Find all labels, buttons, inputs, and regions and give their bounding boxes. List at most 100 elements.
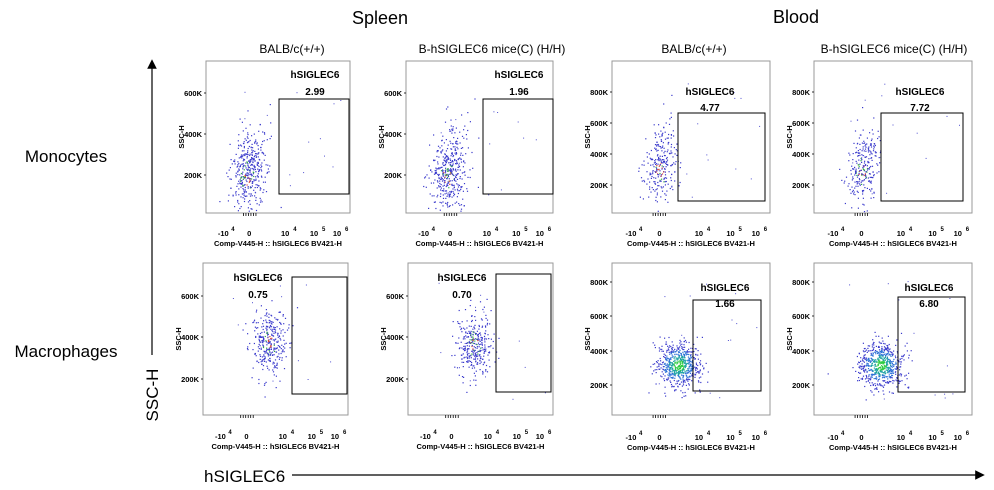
- scatter-point: [271, 334, 273, 336]
- scatter-point: [884, 357, 886, 359]
- scatter-point: [877, 164, 879, 166]
- scatter-point: [896, 367, 898, 370]
- scatter-point: [451, 196, 453, 198]
- scatter-point: [246, 177, 249, 179]
- scatter-point: [279, 356, 281, 359]
- scatter-point: [680, 390, 682, 392]
- scatter-point: [699, 360, 702, 362]
- scatter-point: [680, 366, 682, 368]
- scatter-point: [261, 162, 263, 164]
- scatter-point: [468, 332, 471, 334]
- scatter-point: [661, 167, 663, 169]
- scatter-point: [450, 125, 452, 127]
- scatter-point: [269, 326, 271, 328]
- scatter-point: [861, 157, 863, 159]
- scatter-point: [681, 347, 683, 349]
- scatter-point: [884, 373, 886, 375]
- scatter-point: [257, 162, 259, 164]
- scatter-point: [249, 139, 251, 142]
- scatter-point: [258, 339, 260, 342]
- scatter-point: [892, 360, 894, 362]
- scatter-point: [656, 369, 658, 371]
- scatter-point: [877, 364, 879, 366]
- scatter-point: [243, 150, 245, 152]
- scatter-point: [450, 169, 452, 171]
- scatter-point: [251, 149, 253, 151]
- scatter-point: [674, 354, 676, 356]
- scatter-point: [681, 370, 683, 372]
- scatter-point: [297, 360, 299, 362]
- scatter-point: [255, 179, 257, 181]
- scatter-point: [473, 346, 475, 348]
- scatter-point: [877, 368, 879, 370]
- scatter-point: [463, 161, 465, 163]
- scatter-point: [870, 384, 872, 387]
- scatter-point: [257, 176, 259, 178]
- scatter-point: [870, 374, 872, 376]
- scatter-point: [240, 180, 242, 182]
- scatter-point: [883, 368, 885, 370]
- x-tick-label: 10: [536, 229, 544, 238]
- scatter-point: [267, 325, 269, 328]
- scatter-point: [881, 371, 883, 373]
- scatter-point: [261, 176, 263, 178]
- scatter-point: [236, 185, 238, 187]
- scatter-point: [883, 380, 885, 382]
- scatter-point: [697, 123, 699, 125]
- y-tick-label: 400K: [184, 130, 203, 139]
- scatter-point: [473, 338, 475, 340]
- scatter-point: [259, 201, 262, 203]
- scatter-point: [873, 344, 875, 346]
- scatter-point: [456, 201, 458, 203]
- scatter-point: [890, 355, 892, 357]
- scatter-point: [267, 164, 269, 166]
- scatter-point: [685, 352, 687, 354]
- scatter-point: [706, 283, 708, 285]
- scatter-point: [884, 375, 886, 377]
- scatter-point: [474, 324, 476, 326]
- x-tick-label: 10: [310, 229, 318, 238]
- scatter-point: [650, 164, 652, 166]
- scatter-point: [271, 337, 273, 339]
- gate-rectangle: [880, 112, 964, 202]
- scatter-point: [237, 171, 239, 173]
- scatter-point: [485, 314, 487, 316]
- scatter-point: [259, 358, 261, 360]
- scatter-point: [872, 364, 874, 367]
- scatter-point: [663, 356, 665, 358]
- scatter-point: [898, 360, 900, 362]
- scatter-point: [486, 298, 488, 300]
- scatter-point: [484, 339, 486, 341]
- scatter-point: [242, 184, 244, 186]
- scatter-point: [440, 352, 442, 354]
- scatter-point: [871, 165, 874, 167]
- scatter-point: [461, 331, 463, 333]
- scatter-point: [674, 171, 676, 173]
- scatter-point: [886, 358, 888, 360]
- scatter-point: [891, 362, 894, 364]
- scatter-point: [859, 154, 861, 156]
- scatter-point: [862, 357, 864, 359]
- scatter-point: [872, 359, 874, 361]
- scatter-point: [269, 357, 271, 360]
- scatter-point: [484, 341, 486, 343]
- scatter-point: [447, 106, 449, 108]
- scatter-point: [662, 373, 664, 375]
- scatter-point: [262, 339, 264, 341]
- scatter-point: [851, 191, 854, 193]
- scatter-point: [256, 162, 258, 164]
- scatter-point: [884, 366, 886, 368]
- scatter-point: [876, 365, 878, 367]
- scatter-point: [688, 361, 691, 363]
- scatter-point: [674, 365, 676, 367]
- x-tick-exponent: 4: [231, 227, 235, 233]
- scatter-point: [249, 186, 252, 188]
- y-tick-label: 800K: [590, 88, 609, 97]
- scatter-point: [494, 361, 496, 363]
- scatter-point: [887, 367, 889, 369]
- scatter-point: [858, 173, 860, 176]
- scatter-point: [668, 133, 670, 136]
- scatter-point: [898, 374, 900, 376]
- scatter-point: [679, 367, 681, 369]
- scatter-point: [460, 204, 463, 206]
